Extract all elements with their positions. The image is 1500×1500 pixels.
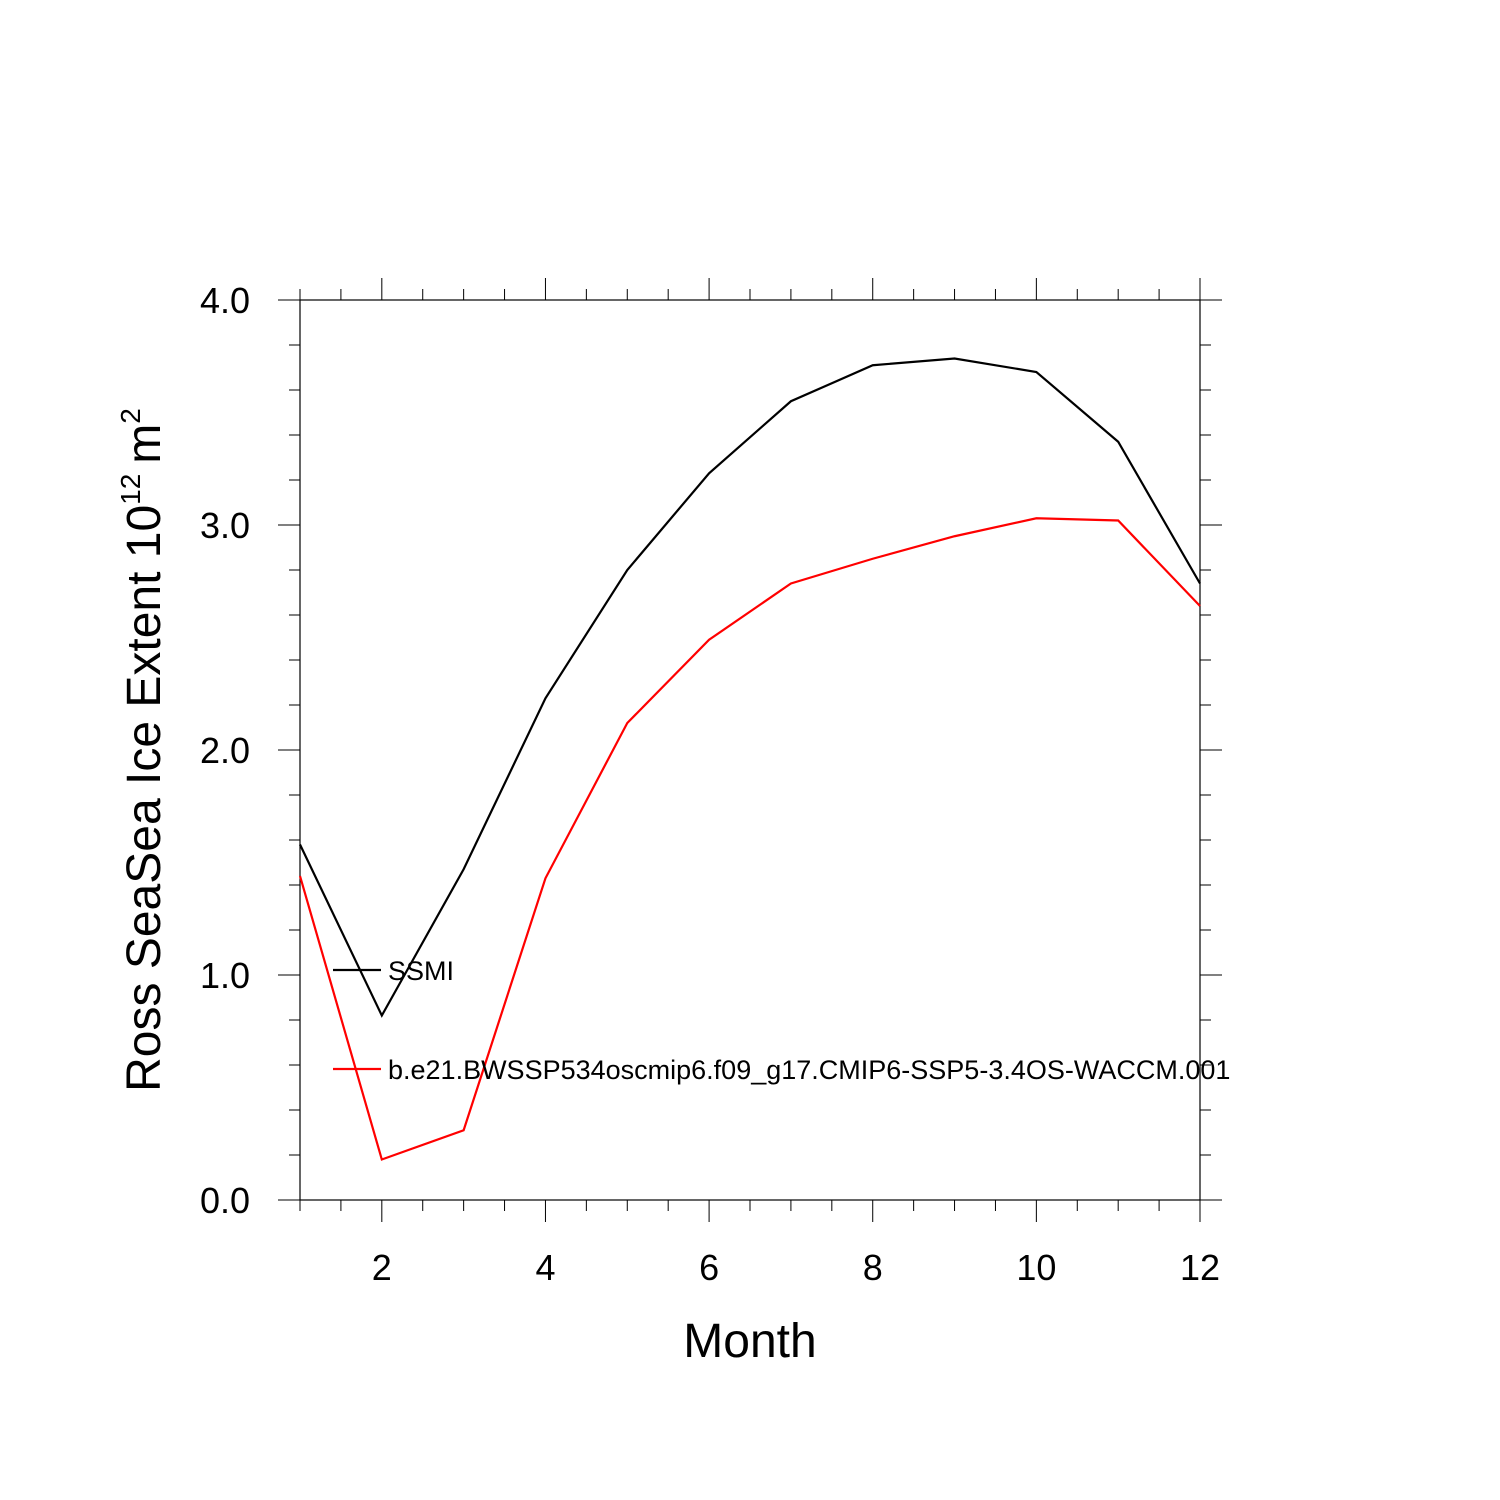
tick-marks [278,278,1222,1222]
y-tick-label: 0.0 [200,1180,250,1221]
x-tick-label: 2 [372,1247,392,1288]
series-line-1 [298,517,1201,1161]
y-axis-label-unit-exponent: 2 [115,408,146,424]
y-axis-label: Ross SeaSea Ice Extent 1012 m2 [115,408,171,1092]
y-tick-label: 3.0 [200,505,250,546]
data-series [298,357,1201,1161]
legend: SSMI b.e21.BWSSP534oscmip6.f09_g17.CMIP6-… [333,956,1230,1085]
tick-labels: 2 4 6 8 10 12 0.0 1.0 2.0 3.0 4.0 [200,280,1220,1288]
x-axis-label: Month [683,1315,816,1368]
y-tick-label: 1.0 [200,955,250,996]
x-tick-label: 12 [1180,1247,1220,1288]
legend-label: SSMI [388,956,454,986]
y-tick-label: 2.0 [200,730,250,771]
legend-label: b.e21.BWSSP534oscmip6.f09_g17.CMIP6-SSP5… [388,1055,1230,1085]
y-tick-label: 4.0 [200,280,250,321]
y-axis-label-main: Ross SeaSea Ice Extent 10 [118,505,171,1092]
y-axis-label-exponent: 12 [115,474,146,505]
x-tick-label: 8 [863,1247,883,1288]
x-tick-label: 6 [699,1247,719,1288]
x-tick-label: 10 [1016,1247,1056,1288]
y-axis-label-unit: m [118,424,171,464]
x-tick-label: 4 [535,1247,555,1288]
series-line-0 [299,357,1201,1018]
